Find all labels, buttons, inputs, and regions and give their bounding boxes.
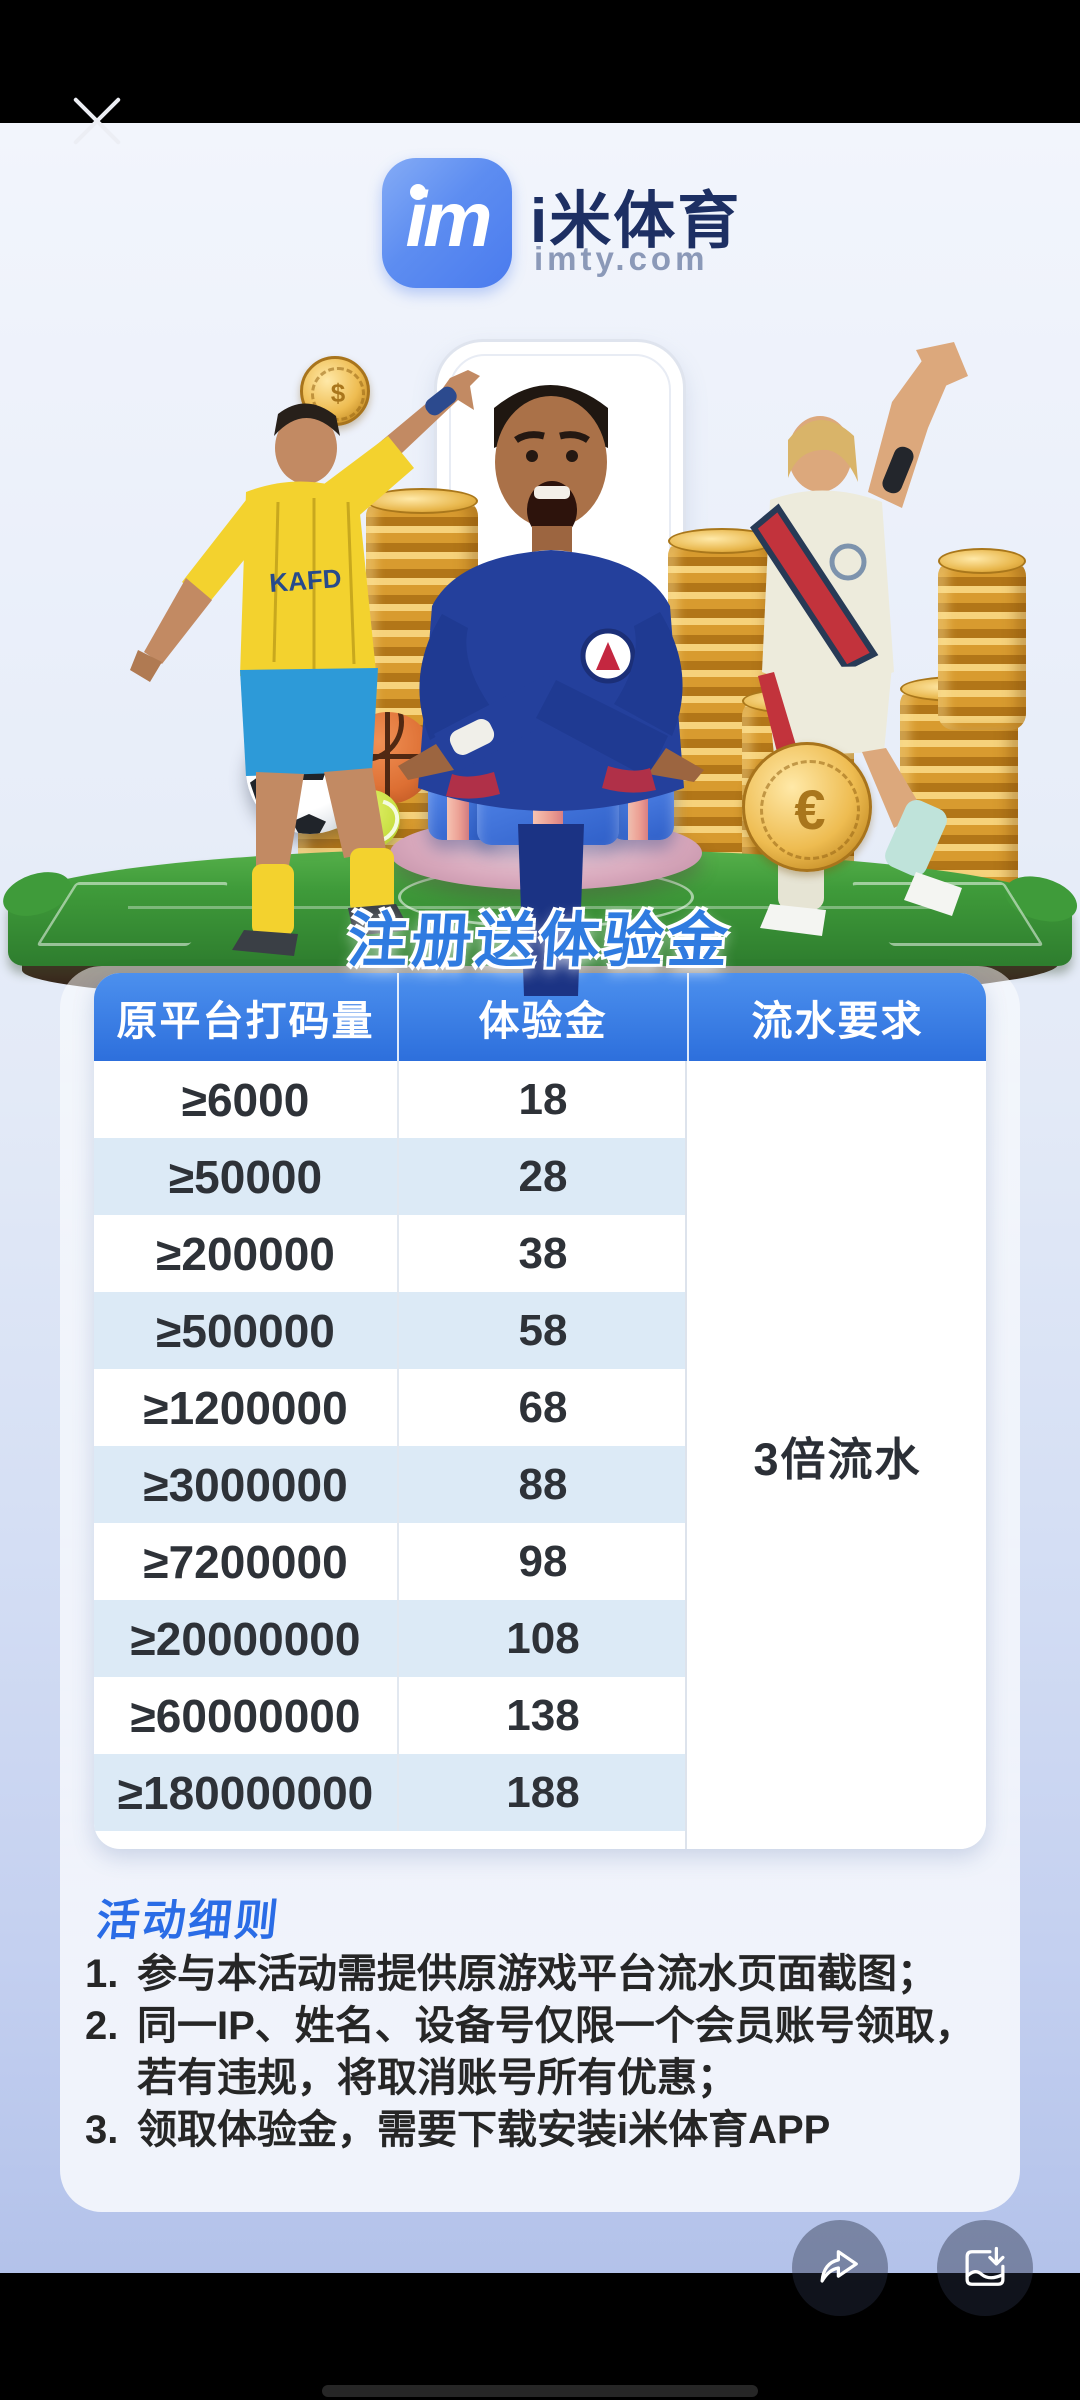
threshold-cell: ≥1200000 <box>94 1369 399 1446</box>
table-row: ≥7200000 98 <box>94 1523 986 1600</box>
col-header-bonus: 体验金 <box>397 973 687 1061</box>
threshold-cell: ≥50000 <box>94 1138 399 1215</box>
bonus-table: 原平台打码量 体验金 流水要求 ≥6000 18 ≥50000 28 ≥200000… <box>94 973 986 1849</box>
threshold-cell: ≥60000000 <box>94 1677 399 1754</box>
rules-list: 1. 参与本活动需提供原游戏平台流水页面截图； 2. 同一IP、姓名、设备号仅限… <box>85 1948 1007 2156</box>
threshold-cell: ≥3000000 <box>94 1446 399 1523</box>
save-image-icon <box>965 2246 1005 2286</box>
table-row: ≥6000 18 <box>94 1061 986 1138</box>
floating-coin: $ <box>300 356 370 426</box>
bonus-cell: 18 <box>518 1074 568 1124</box>
bonus-cell: 38 <box>518 1228 568 1278</box>
rule-number: 1. <box>85 1952 119 1996</box>
table-row: ≥1200000 68 <box>94 1369 986 1446</box>
threshold-cell: ≥180000000 <box>94 1754 399 1831</box>
rule-number: 2. <box>85 2004 119 2048</box>
basketball <box>342 712 434 804</box>
bonus-cell: 98 <box>518 1536 568 1586</box>
rule-item: 2. 同一IP、姓名、设备号仅限一个会员账号领取，若有违规，将取消账号所有优惠； <box>85 2000 1007 2104</box>
bonus-cell: 28 <box>518 1151 568 1201</box>
rule-text: 领取体验金，需要下载安装i米体育APP <box>137 2108 831 2152</box>
logo-monogram: im <box>405 175 492 263</box>
tennis-ball <box>340 790 408 854</box>
threshold-cell: ≥7200000 <box>94 1523 399 1600</box>
bonus-cell: 138 <box>506 1690 580 1740</box>
rule-text: 参与本活动需提供原游戏平台流水页面截图； <box>137 1952 937 1996</box>
save-image-button[interactable] <box>937 2220 1033 2316</box>
threshold-cell: ≥6000 <box>94 1061 399 1138</box>
threshold-cell: ≥20000000 <box>94 1600 399 1677</box>
turnover-requirement-cell: 3倍流水 <box>685 1061 986 1849</box>
rule-text: 同一IP、姓名、设备号仅限一个会员账号领取，若有违规，将取消账号所有优惠； <box>137 2004 975 2100</box>
bonus-cell: 68 <box>518 1382 568 1432</box>
promo-title: 注册送体验金 <box>345 907 734 974</box>
threshold-cell: ≥200000 <box>94 1215 399 1292</box>
home-indicator[interactable] <box>322 2385 758 2397</box>
table-row: ≥60000000 138 <box>94 1677 986 1754</box>
share-button[interactable] <box>792 2220 888 2316</box>
status-bar-bottom <box>0 2273 1080 2400</box>
threshold-cell: ≥500000 <box>94 1292 399 1369</box>
table-row: ≥200000 38 <box>94 1215 986 1292</box>
bonus-cell: 108 <box>506 1613 580 1663</box>
euro-coin: € <box>742 742 872 872</box>
gift-box-small <box>610 752 674 840</box>
table-header-row: 原平台打码量 体验金 流水要求 <box>94 973 986 1061</box>
share-icon <box>820 2250 858 2283</box>
rule-item: 1. 参与本活动需提供原游戏平台流水页面截图； <box>85 1948 1007 2000</box>
bonus-cell: 88 <box>518 1459 568 1509</box>
status-bar-top <box>0 0 1080 123</box>
bonus-cell: 188 <box>506 1767 580 1817</box>
col-header-wager: 原平台打码量 <box>116 998 375 1044</box>
rules-heading: 活动细则 <box>94 1897 284 1945</box>
col-header-turnover: 流水要求 <box>687 973 986 1061</box>
close-icon[interactable] <box>63 87 131 155</box>
logo-dot <box>410 184 426 200</box>
brand-name: i米体育 <box>530 187 742 256</box>
bonus-cell: 58 <box>518 1305 568 1355</box>
rule-item: 3. 领取体验金，需要下载安装i米体育APP <box>85 2104 1007 2156</box>
brand-logo-icon: im <box>382 158 512 288</box>
coin-stack <box>938 548 1026 730</box>
rule-number: 3. <box>85 2108 119 2152</box>
gift-bow-knot <box>528 688 562 716</box>
brand-domain: imty.com <box>534 240 709 277</box>
